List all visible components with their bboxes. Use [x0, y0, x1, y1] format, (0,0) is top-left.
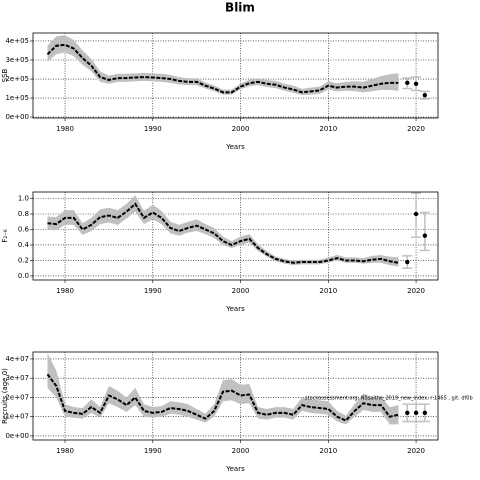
y-tick-label: 0e+00 — [5, 432, 29, 440]
y-tick-label: 3e+07 — [5, 374, 29, 382]
x-tick-label: 1980 — [56, 447, 74, 455]
x-tick-label: 2000 — [232, 125, 250, 133]
y-tick-label: 0.2 — [18, 256, 29, 264]
x-tick-label: 1980 — [56, 287, 74, 295]
plot-frame — [32, 351, 439, 441]
estimate-line — [46, 43, 399, 94]
y-axis-label: Recruits (age 0) — [1, 368, 9, 424]
x-tick-label: 2010 — [319, 287, 337, 295]
confidence-band — [47, 35, 399, 96]
confidence-band — [47, 353, 399, 425]
y-tick-label: 0.4 — [18, 241, 30, 249]
x-tick-label: 2020 — [407, 287, 425, 295]
y-tick-label: 0.0 — [18, 272, 29, 280]
forecast-point — [413, 211, 419, 217]
forecast-point — [422, 410, 428, 416]
x-axis-label: Years — [225, 305, 245, 313]
annotation: stockassessment.org, NSsaithe_2019_new_i… — [305, 396, 473, 402]
y-tick-label: 1e+07 — [5, 413, 29, 421]
y-tick-label: 0.8 — [18, 210, 29, 218]
estimate-line — [47, 202, 399, 264]
confidence-band — [47, 195, 399, 267]
plot-frame — [32, 32, 439, 119]
x-tick-label: 1990 — [144, 125, 162, 133]
figure-title: Blim — [225, 1, 255, 15]
forecast-point — [405, 80, 410, 86]
x-axis-label: Years — [225, 143, 245, 151]
x-tick-label: 2020 — [407, 125, 425, 133]
x-tick-label: 2000 — [232, 447, 250, 455]
x-tick-label: 1990 — [144, 287, 162, 295]
y-tick-label: 2e+05 — [5, 75, 29, 83]
y-tick-label: 4e+07 — [5, 355, 29, 363]
forecast-point — [413, 81, 419, 86]
forecast-point — [413, 410, 419, 416]
x-axis-label: Years — [225, 465, 245, 473]
x-tick-label: 2010 — [319, 125, 337, 133]
forecast-point — [405, 259, 410, 265]
forecast-point — [422, 92, 428, 98]
y-axis-label: F₂₋₆ — [1, 229, 9, 243]
y-axis-label: SSB — [1, 68, 9, 82]
x-tick-label: 2010 — [319, 447, 337, 455]
y-tick-label: 1e+05 — [5, 94, 29, 102]
forecast-point — [422, 233, 428, 238]
plot-frame — [32, 191, 439, 281]
x-tick-label: 2020 — [407, 447, 425, 455]
estimate-line — [46, 373, 399, 422]
y-tick-label: 0.6 — [18, 225, 30, 233]
y-tick-label: 1.0 — [18, 195, 29, 203]
x-tick-label: 1990 — [144, 447, 162, 455]
y-tick-label: 4e+05 — [5, 37, 29, 45]
x-tick-label: 1980 — [56, 125, 74, 133]
y-tick-label: 0e+00 — [5, 113, 29, 121]
x-tick-label: 2000 — [232, 287, 250, 295]
forecast-point — [405, 410, 410, 416]
y-tick-label: 3e+05 — [5, 56, 29, 64]
y-tick-label: 2e+07 — [5, 393, 29, 401]
